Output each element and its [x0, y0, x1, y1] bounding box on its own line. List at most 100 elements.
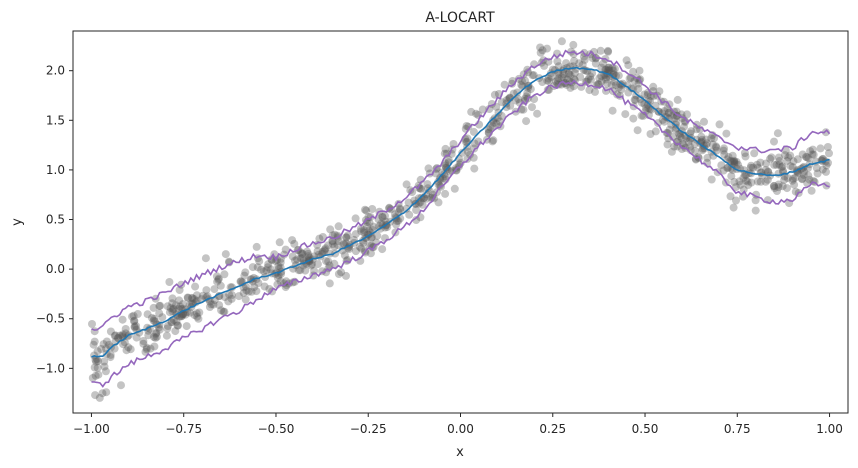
scatter-point [500, 80, 509, 89]
scatter-point [237, 277, 246, 286]
scatter-point [591, 54, 600, 63]
scatter-point [302, 259, 311, 268]
scatter-point [418, 200, 427, 209]
scatter-point [661, 112, 670, 121]
scatter-point [242, 286, 251, 295]
scatter-point [405, 210, 414, 219]
scatter-point [252, 287, 261, 296]
scatter-point [636, 95, 645, 104]
scatter-point [756, 158, 765, 167]
scatter-point [168, 294, 177, 303]
scatter-point [823, 143, 832, 151]
scatter-point [681, 131, 690, 140]
scatter-point [126, 345, 135, 354]
scatter-point [664, 108, 673, 117]
scatter-point [304, 249, 313, 258]
scatter-point [767, 153, 776, 162]
scatter-point [163, 324, 172, 333]
scatter-point [588, 69, 597, 78]
scatter-point [554, 70, 563, 79]
scatter-point [609, 70, 618, 79]
scatter-point [800, 167, 809, 176]
scatter-point [395, 204, 404, 213]
scatter-point [724, 153, 733, 161]
scatter-point [562, 59, 571, 68]
scatter-point [764, 167, 772, 176]
scatter-point [526, 85, 535, 94]
scatter-point [743, 177, 752, 186]
scatter-point [320, 247, 329, 255]
scatter-point [365, 218, 374, 227]
scatter-point [732, 157, 741, 166]
scatter-point [791, 173, 800, 182]
scatter-point [351, 214, 360, 223]
scatter-point [686, 142, 694, 151]
scatter-point [807, 186, 816, 195]
scatter-point [677, 145, 686, 153]
scatter-point [547, 72, 556, 81]
scatter-point [183, 293, 192, 302]
scatter-point [727, 172, 736, 181]
scatter-point [94, 370, 103, 379]
scatter-point [378, 245, 387, 254]
scatter-point [174, 321, 182, 330]
scatter-point [469, 127, 478, 136]
scatter-point [736, 180, 745, 189]
scatter-point [106, 353, 115, 362]
scatter-point [91, 371, 100, 380]
scatter-point [723, 163, 732, 172]
scatter-point [227, 294, 236, 303]
scatter-point [727, 157, 736, 166]
scatter-point [502, 99, 511, 108]
scatter-point [788, 163, 797, 172]
scatter-point [772, 160, 781, 169]
scatter-point [155, 302, 164, 310]
scatter-point [152, 332, 161, 341]
scatter-point [166, 304, 175, 312]
scatter-point [585, 86, 594, 95]
scatter-point [790, 180, 799, 189]
scatter-point [318, 247, 327, 256]
scatter-point [124, 343, 133, 352]
scatter-point [110, 331, 119, 340]
scatter-point [616, 91, 624, 100]
x-tick-label: −0.50 [258, 422, 295, 436]
scatter-point [267, 255, 276, 264]
scatter-point [192, 309, 201, 318]
scatter-point [118, 330, 127, 339]
scatter-point [174, 304, 183, 313]
scatter-point [497, 111, 506, 120]
scatter-point [484, 125, 493, 134]
scatter-point [186, 308, 194, 317]
scatter-point [660, 107, 669, 116]
scatter-point [219, 307, 228, 316]
scatter-point [324, 241, 333, 250]
scatter-point [361, 205, 369, 214]
x-axis-ticks: −1.00 −0.75 −0.50 −0.25 0.00 0.25 0.50 0.75 1.00 [73, 413, 843, 436]
scatter-point [655, 87, 664, 96]
scatter-point [118, 315, 127, 324]
scatter-point [544, 74, 553, 83]
scatter-point [176, 302, 185, 311]
scatter-point [708, 140, 717, 149]
scatter-point [114, 334, 123, 342]
scatter-point [377, 219, 385, 228]
scatter-point [198, 291, 207, 300]
scatter-point [631, 96, 640, 104]
scatter-point [298, 254, 307, 263]
x-tick-label: −1.00 [73, 422, 110, 436]
scatter-point [175, 286, 184, 294]
scatter-point [528, 71, 537, 80]
scatter-point [798, 150, 807, 159]
scatter-point [604, 63, 613, 72]
scatter-point [225, 290, 234, 299]
scatter-point [130, 317, 138, 326]
scatter-point [415, 184, 424, 192]
scatter-point [553, 80, 562, 88]
scatter-point [781, 151, 789, 160]
scatter-point [789, 174, 797, 183]
scatter-point [132, 322, 141, 330]
scatter-point [517, 80, 526, 89]
scatter-point [330, 259, 339, 268]
